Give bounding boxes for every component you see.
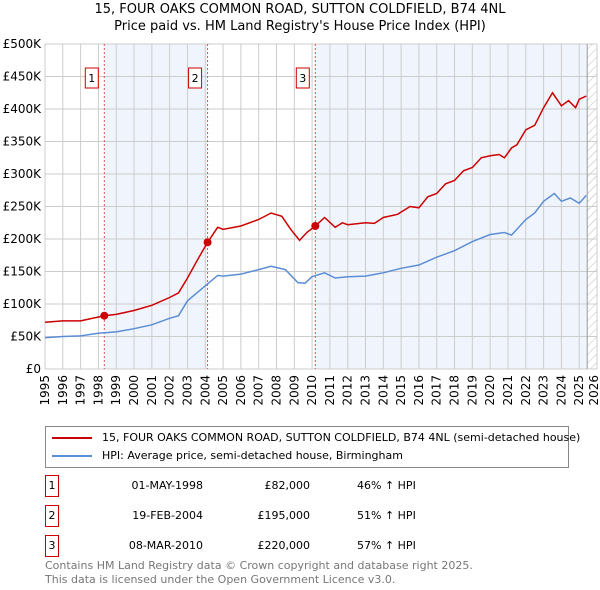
- sale-marker: 3: [45, 535, 59, 557]
- sale-label: 1: [88, 72, 95, 85]
- legend-item-hpi: HPI: Average price, semi-detached house,…: [52, 449, 403, 463]
- x-tick-label: 2017: [430, 375, 444, 406]
- y-tick-label: £0: [26, 362, 41, 376]
- sale-label-box: [188, 67, 203, 89]
- x-tick-label: 2004: [198, 375, 212, 406]
- x-tick-label: 2025: [572, 375, 586, 406]
- x-tick-label: 2016: [412, 375, 426, 406]
- sale-label: 3: [299, 72, 306, 85]
- sale-label: 2: [192, 72, 199, 85]
- sale-date: 19-FEB-2004: [132, 509, 203, 522]
- y-tick-label: £500K: [3, 37, 43, 51]
- property-price-line: [44, 91, 587, 323]
- x-tick-label: 2012: [341, 375, 355, 406]
- x-tick-label: 2015: [394, 375, 408, 406]
- y-tick-label: £100K: [3, 297, 43, 311]
- x-tick-label: 2021: [501, 375, 515, 406]
- x-tick-label: 2001: [145, 375, 159, 406]
- x-tick-label: 2024: [554, 375, 568, 406]
- y-tick-label: £50K: [10, 330, 42, 344]
- x-tick-label: 1999: [109, 375, 123, 406]
- footer-copyright: Contains HM Land Registry data © Crown c…: [45, 559, 473, 572]
- chart-subtitle: Price paid vs. HM Land Registry's House …: [114, 19, 486, 34]
- sale-point: [311, 222, 320, 230]
- sale-price: £195,000: [257, 509, 311, 522]
- x-tick-label: 2009: [287, 375, 301, 406]
- y-tick-label: £300K: [3, 167, 43, 181]
- x-tick-label: 2014: [376, 375, 390, 406]
- sale-label-box: [84, 67, 99, 89]
- x-tick-label: 2022: [519, 375, 533, 406]
- x-tick-label: 2008: [269, 375, 283, 406]
- x-tick-label: 1997: [74, 375, 88, 406]
- x-tick-label: 2007: [252, 375, 266, 406]
- sale-point: [203, 238, 212, 247]
- y-tick-label: £250K: [3, 200, 43, 214]
- x-tick-label: 2003: [180, 375, 194, 406]
- sale-hpi-change: 51% ↑ HPI: [357, 509, 416, 522]
- sale-price: £220,000: [257, 539, 311, 552]
- x-tick-label: 2010: [305, 375, 319, 406]
- x-tick-label: 2005: [216, 375, 230, 406]
- x-tick-label: 2013: [359, 375, 373, 406]
- x-tick-label: 2002: [163, 375, 177, 406]
- sale-row: 1 01-MAY-1998 £82,000 46% ↑ HPI: [45, 475, 465, 497]
- footer-licence: This data is licensed under the Open Gov…: [45, 573, 396, 586]
- x-tick-label: 1996: [56, 375, 70, 406]
- x-tick-label: 2019: [465, 375, 479, 406]
- price-chart: 1995 1996 1997 1998 1999 2000 2001 2002 2003 2004…: [3, 37, 600, 406]
- legend-label-property: 15, FOUR OAKS COMMON ROAD, SUTTON COLDFI…: [102, 431, 581, 444]
- legend-label-hpi: HPI: Average price, semi-detached house,…: [102, 449, 403, 462]
- hpi-line: [44, 192, 587, 339]
- sale-price: £82,000: [264, 479, 311, 492]
- sale-hpi-change: 57% ↑ HPI: [357, 539, 416, 552]
- sale-marker: 2: [45, 505, 59, 527]
- y-tick-label: £400K: [3, 102, 43, 116]
- chart-title: 15, FOUR OAKS COMMON ROAD, SUTTON COLDFI…: [94, 2, 506, 17]
- x-tick-label: 2018: [448, 375, 462, 406]
- x-tick-label: 2026: [587, 375, 600, 406]
- footer: Contains HM Land Registry data © Crown c…: [45, 559, 473, 587]
- sale-date: 01-MAY-1998: [131, 479, 203, 492]
- sale-marker: 1: [45, 475, 59, 497]
- x-tick-label: 2023: [537, 375, 551, 406]
- legend-swatch-property: [52, 437, 92, 439]
- y-tick-label: £450K: [3, 70, 43, 84]
- legend-item-property: 15, FOUR OAKS COMMON ROAD, SUTTON COLDFI…: [52, 431, 580, 445]
- sale-label-box: [295, 67, 310, 89]
- x-tick-label: 2011: [323, 375, 337, 406]
- sale-row: 2 19-FEB-2004 £195,000 51% ↑ HPI: [45, 505, 465, 527]
- x-tick-label: 2000: [127, 375, 141, 406]
- sale-date: 08-MAR-2010: [128, 539, 203, 552]
- legend: 15, FOUR OAKS COMMON ROAD, SUTTON COLDFI…: [45, 426, 580, 468]
- x-tick-label: 2006: [234, 375, 248, 406]
- sale-hpi-change: 46% ↑ HPI: [357, 479, 416, 492]
- y-tick-label: £150K: [3, 265, 43, 279]
- sale-row: 3 08-MAR-2010 £220,000 57% ↑ HPI: [45, 535, 465, 557]
- legend-swatch-hpi: [52, 455, 92, 457]
- y-tick-label: £200K: [3, 232, 43, 246]
- y-tick-label: £350K: [3, 135, 43, 149]
- x-tick-label: 1998: [91, 375, 105, 406]
- x-tick-label: 1995: [38, 375, 52, 406]
- sale-point: [100, 311, 109, 320]
- x-tick-label: 2020: [483, 375, 497, 406]
